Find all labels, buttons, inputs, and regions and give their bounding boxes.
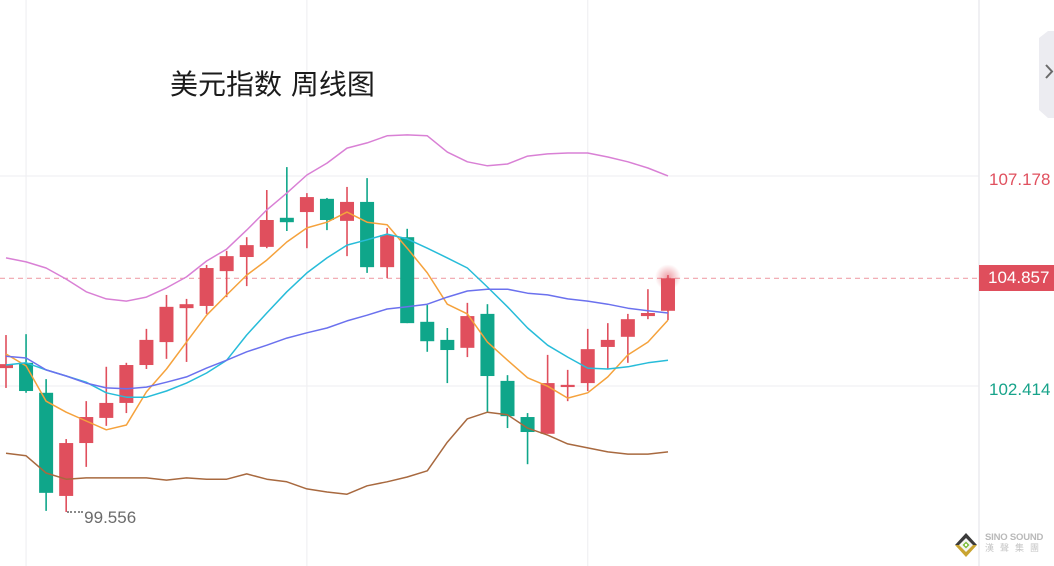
candle-body [199, 268, 214, 306]
low-annotation-label: 99.556 [84, 507, 137, 527]
candle-up [540, 354, 555, 434]
candle-up [299, 193, 314, 249]
candle-body [640, 313, 655, 317]
candle-down [520, 413, 535, 465]
candle-up [560, 369, 575, 402]
candle-body [139, 339, 154, 366]
chevron-right-icon [1045, 64, 1054, 79]
candle-body [460, 316, 475, 348]
candle-body [239, 245, 254, 258]
candle-up [119, 362, 134, 414]
line-ma20-mid-band [5, 288, 669, 390]
candle-body [219, 256, 234, 272]
candle-body [259, 219, 274, 247]
diamond-logo-icon [955, 533, 977, 557]
candle-body [540, 383, 555, 434]
line-upper-band [5, 134, 669, 302]
candle-up [640, 289, 655, 320]
candle-body [580, 349, 595, 384]
chart-title: 美元指数 周线图 [170, 68, 375, 101]
candle-body [19, 362, 34, 392]
candle-body [560, 384, 575, 388]
candle-down [420, 305, 435, 352]
candle-down [39, 379, 54, 511]
logo-text-en: SINO SOUND [985, 532, 1044, 543]
side-panel-toggle-button[interactable] [1039, 31, 1054, 118]
candle-up [159, 294, 174, 359]
candle-down [480, 304, 495, 413]
candle-down [360, 178, 375, 273]
candle-up [460, 302, 475, 358]
candle-body [299, 197, 314, 213]
side-panel-shape [1039, 31, 1054, 118]
candle-body [79, 417, 94, 444]
candle-down [279, 167, 294, 232]
y-axis-label-lower: 102.414 [989, 380, 1051, 399]
side-panel-background [1039, 31, 1054, 118]
candle-up [239, 237, 254, 287]
candle-body [520, 417, 535, 433]
candle-body [380, 234, 395, 268]
line-ma5 [5, 211, 669, 431]
candle-body [600, 339, 615, 347]
candle-down [500, 375, 515, 429]
logo-diamond-dot [964, 543, 968, 547]
candle-body [440, 339, 455, 351]
candle-body [59, 443, 74, 496]
candle-down [319, 197, 334, 231]
candle-up [139, 328, 154, 369]
indicator-lines [5, 134, 669, 495]
grid [0, 0, 979, 566]
candle-up [0, 335, 13, 388]
candle-body [179, 304, 194, 309]
candle-up [600, 323, 615, 369]
candle-body [99, 402, 114, 418]
candle-body [400, 237, 415, 324]
current-price-tag: 104.857 [979, 265, 1054, 292]
candle-down [440, 327, 455, 384]
candle-up [99, 366, 114, 426]
candle-body [360, 201, 375, 268]
candle-body [0, 364, 13, 369]
candle-up [199, 264, 214, 314]
live-price-glow [654, 264, 681, 291]
candle-body [480, 313, 495, 377]
candles [0, 167, 675, 512]
candle-up [79, 401, 94, 467]
low-annotation-leader [67, 510, 84, 513]
candle-up [219, 250, 234, 298]
y-axis-label-upper: 107.178 [989, 170, 1051, 189]
candle-body [500, 380, 515, 417]
line-ma10 [5, 233, 669, 398]
candle-up [179, 298, 194, 362]
candle-body [39, 392, 54, 493]
candle-body [620, 319, 635, 337]
watermark-logo: SINO SOUND 漢聲集團 [952, 530, 1054, 560]
candle-body [420, 321, 435, 342]
candle-body [319, 198, 334, 220]
candle-up [580, 328, 595, 392]
candle-body [119, 365, 134, 403]
candle-body [279, 217, 294, 223]
candle-up [59, 439, 74, 512]
candle-body [159, 306, 174, 343]
candle-up [259, 190, 274, 249]
line-lower-band [5, 411, 669, 495]
candle-up [380, 227, 395, 279]
logo-text-cn: 漢聲集團 [985, 544, 1046, 554]
